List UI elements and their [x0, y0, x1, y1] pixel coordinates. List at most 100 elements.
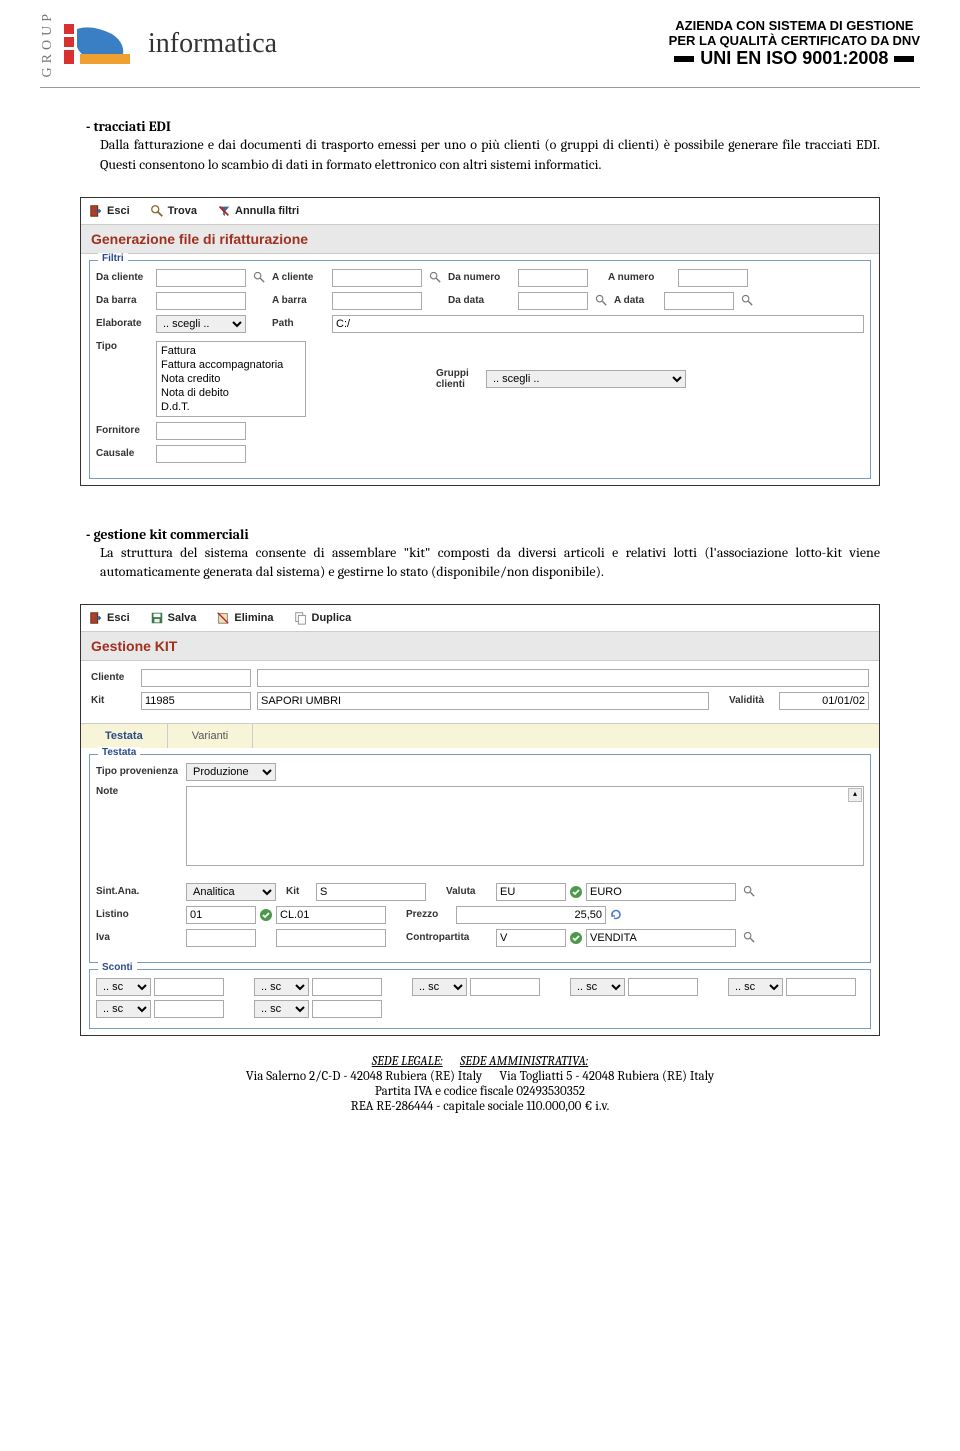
cert-iso-text: UNI EN ISO 9001:2008 [700, 48, 888, 69]
lbl-gruppi: Gruppi clienti [436, 368, 486, 390]
tab-testata[interactable]: Testata [81, 724, 168, 748]
tab-varianti[interactable]: Varianti [168, 724, 253, 748]
sconto-select[interactable]: .. sc [254, 1000, 309, 1018]
iva-name-input[interactable] [276, 929, 386, 947]
valuta-code-input[interactable] [496, 883, 566, 901]
validita-input[interactable] [779, 692, 869, 710]
duplicate-icon [294, 611, 308, 625]
lbl-tipo-prov: Tipo provenienza [96, 766, 186, 777]
clear-filter-icon [217, 204, 231, 218]
a-data-input[interactable] [664, 292, 734, 310]
tipo-prov-select[interactable]: Produzione [186, 763, 276, 781]
lookup-icon[interactable] [252, 271, 266, 285]
panel2-title: Gestione KIT [81, 631, 879, 661]
sconto-select[interactable]: .. sc [96, 1000, 151, 1018]
search-icon [150, 204, 164, 218]
lookup-icon[interactable] [740, 294, 754, 308]
lbl-causale: Causale [96, 448, 156, 459]
testata-legend: Testata [98, 747, 140, 758]
lbl-kit: Kit [91, 695, 141, 706]
prezzo-input[interactable] [456, 906, 606, 924]
cliente-name-input[interactable] [257, 669, 869, 687]
sconto-input[interactable] [154, 1000, 224, 1018]
sconto-select[interactable]: .. sc [570, 978, 625, 996]
lookup-icon[interactable] [594, 294, 608, 308]
sconto-select[interactable]: .. sc [728, 978, 783, 996]
doc-section-1: tracciati EDI Dalla fatturazione e dai d… [40, 88, 920, 190]
lbl-iva: Iva [96, 932, 186, 943]
listino-code-input[interactable] [186, 906, 256, 924]
da-cliente-input[interactable] [156, 269, 246, 287]
duplica-button[interactable]: Duplica [294, 611, 352, 625]
lbl-a-numero: A numero [608, 272, 678, 283]
da-numero-input[interactable] [518, 269, 588, 287]
lookup-icon[interactable] [428, 271, 442, 285]
filtri-fieldset: Filtri Da cliente A cliente Da numero A … [89, 260, 871, 479]
lbl-tipo: Tipo [96, 341, 156, 352]
annulla-filtri-button[interactable]: Annulla filtri [217, 204, 299, 218]
sconti-fieldset: Sconti .. sc .. sc .. sc .. sc .. sc .. … [89, 969, 871, 1029]
sconto-select[interactable]: .. sc [254, 978, 309, 996]
sconto-cell: .. sc [96, 978, 224, 996]
kit2-input[interactable] [316, 883, 426, 901]
elimina-button[interactable]: Elimina [216, 611, 273, 625]
da-barra-input[interactable] [156, 292, 246, 310]
path-input[interactable] [332, 315, 864, 333]
tipo-opt[interactable]: Nota credito [159, 372, 303, 386]
sconto-input[interactable] [786, 978, 856, 996]
sconto-input[interactable] [312, 1000, 382, 1018]
sint-ana-select[interactable]: Analitica [186, 883, 276, 901]
kit-name-input[interactable] [257, 692, 709, 710]
a-cliente-input[interactable] [332, 269, 422, 287]
sconto-select[interactable]: .. sc [412, 978, 467, 996]
page-header: GROUP informatica AZIENDA CON SISTEMA DI… [40, 0, 920, 88]
a-numero-input[interactable] [678, 269, 748, 287]
salva-button[interactable]: Salva [150, 611, 197, 625]
esci-button[interactable]: Esci [89, 611, 130, 625]
lbl-da-barra: Da barra [96, 295, 156, 306]
sconto-cell: .. sc [570, 978, 698, 996]
valuta-name-input[interactable] [586, 883, 736, 901]
check-icon [569, 885, 583, 899]
tipo-listbox[interactable]: Fattura Fattura accompagnatoria Nota cre… [156, 341, 306, 417]
tipo-opt[interactable]: Fattura [159, 344, 303, 358]
contropartita-code-input[interactable] [496, 929, 566, 947]
causale-input[interactable] [156, 445, 246, 463]
iva-code-input[interactable] [186, 929, 256, 947]
tipo-opt[interactable]: Nota di debito [159, 386, 303, 400]
elaborate-select[interactable]: .. scegli .. [156, 315, 246, 333]
da-data-input[interactable] [518, 292, 588, 310]
delete-icon [216, 611, 230, 625]
fornitore-input[interactable] [156, 422, 246, 440]
sconto-input[interactable] [312, 978, 382, 996]
logo-group-text: GROUP [40, 10, 56, 77]
certification-box: AZIENDA CON SISTEMA DI GESTIONE PER LA Q… [669, 18, 920, 69]
sconto-input[interactable] [628, 978, 698, 996]
cliente-input[interactable] [141, 669, 251, 687]
refresh-icon[interactable] [609, 908, 623, 922]
note-textarea[interactable]: ▴ [186, 786, 864, 866]
cert-line2: PER LA QUALITÀ CERTIFICATO DA DNV [669, 33, 920, 48]
rea: REA RE-286444 - capitale sociale 110.000… [40, 1099, 920, 1114]
tipo-opt[interactable]: D.d.T. [159, 400, 303, 414]
esci-button[interactable]: Esci [89, 204, 130, 218]
trova-button[interactable]: Trova [150, 204, 197, 218]
gruppi-select[interactable]: .. scegli .. [486, 370, 686, 388]
kit-code-input[interactable] [141, 692, 251, 710]
sconto-input[interactable] [470, 978, 540, 996]
lbl-da-numero: Da numero [448, 272, 518, 283]
contropartita-name-input[interactable] [586, 929, 736, 947]
a-barra-input[interactable] [332, 292, 422, 310]
sec2-title: gestione kit commerciali [100, 526, 249, 543]
scroll-up-icon[interactable]: ▴ [848, 788, 862, 802]
sconto-input[interactable] [154, 978, 224, 996]
cert-bar-left [674, 56, 694, 62]
lookup-icon[interactable] [742, 885, 756, 899]
sconto-select[interactable]: .. sc [96, 978, 151, 996]
tipo-opt[interactable]: Fattura accompagnatoria [159, 358, 303, 372]
listino-name-input[interactable] [276, 906, 386, 924]
lookup-icon[interactable] [742, 931, 756, 945]
sconto-cell: .. sc [412, 978, 540, 996]
sec1-title: tracciati EDI [100, 118, 171, 135]
esci-label: Esci [107, 205, 130, 217]
